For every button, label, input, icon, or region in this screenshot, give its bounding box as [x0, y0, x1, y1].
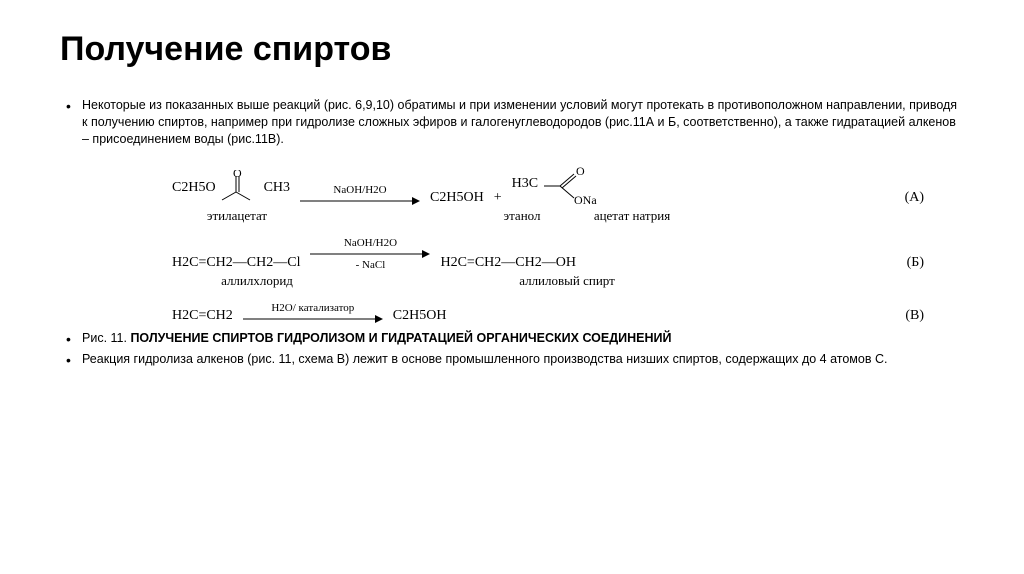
svg-text:ONa: ONa: [574, 193, 597, 206]
product-a-acetate: H3C O ONa: [512, 162, 598, 206]
arrow-c: H2O/ катализатор: [243, 303, 383, 324]
product-c: C2H5OH: [393, 308, 447, 324]
reaction-a: C2H5O O CH3 NaOH/H2O C2H5OH +: [172, 162, 964, 224]
figure-caption: Рис. 11. ПОЛУЧЕНИЕ СПИРТОВ ГИДРОЛИЗОМ И …: [82, 330, 964, 347]
bullet-intro: Некоторые из показанных выше реакций (ри…: [82, 97, 964, 148]
page-title: Получение спиртов: [60, 30, 964, 69]
labels-a: этилацетат этанол ацетат натрия: [172, 208, 964, 224]
carbonyl-a-left: O: [216, 170, 264, 206]
reagent-c: H2C=CH2: [172, 308, 233, 324]
arrow-b: NaOH/H2O - NaCl: [310, 238, 430, 271]
content-list: Некоторые из показанных выше реакций (ри…: [60, 97, 964, 367]
arrow-a: NaOH/H2O: [300, 185, 420, 206]
tag-b: (Б): [887, 255, 964, 271]
product-b: H2C=CH2—CH2—OH: [440, 255, 575, 271]
carbonyl-a-right: O ONa: [538, 162, 598, 206]
tag-a: (А): [885, 190, 964, 206]
reaction-b: H2C=CH2—CH2—Cl NaOH/H2O - NaCl H2C=CH2—C…: [172, 238, 964, 289]
reagent-a: C2H5O O CH3: [172, 170, 290, 206]
svg-text:O: O: [576, 164, 585, 178]
svg-text:O: O: [233, 170, 242, 180]
product-a-ethanol: C2H5OH: [430, 190, 484, 206]
tag-c: (В): [885, 308, 964, 324]
bullet-conclusion: Реакция гидролиза алкенов (рис. 11, схем…: [82, 351, 964, 368]
labels-b: аллилхлорид аллиловый спирт: [172, 273, 964, 289]
plus-a: +: [484, 190, 512, 206]
reagent-b: H2C=CH2—CH2—Cl: [172, 255, 300, 271]
reaction-c: H2C=CH2 H2O/ катализатор C2H5OH (В): [172, 303, 964, 324]
